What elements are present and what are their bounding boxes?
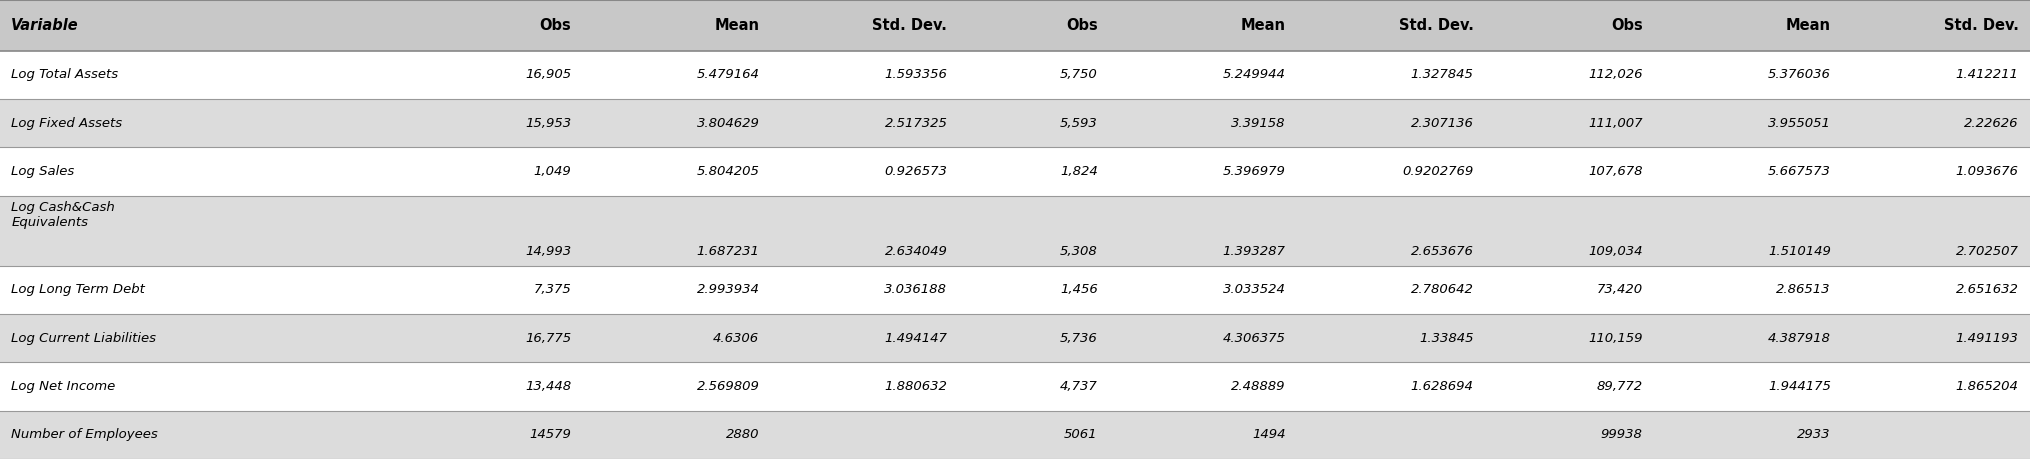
- Text: 2.780642: 2.780642: [1411, 283, 1474, 297]
- Text: 16,775: 16,775: [526, 332, 570, 345]
- Text: 5.396979: 5.396979: [1222, 165, 1285, 178]
- Text: 14,993: 14,993: [526, 246, 570, 258]
- Text: 15,953: 15,953: [526, 117, 570, 130]
- Text: 7,375: 7,375: [534, 283, 570, 297]
- Text: 0.9202769: 0.9202769: [1403, 165, 1474, 178]
- Text: Obs: Obs: [540, 18, 570, 33]
- Text: 1.327845: 1.327845: [1411, 68, 1474, 81]
- Text: 1494: 1494: [1253, 428, 1285, 442]
- Text: 1.944175: 1.944175: [1768, 380, 1831, 393]
- Text: Mean: Mean: [1786, 18, 1831, 33]
- Bar: [0, 266, 2030, 314]
- Text: 5,736: 5,736: [1060, 332, 1098, 345]
- Bar: [0, 314, 2030, 362]
- Text: 3.39158: 3.39158: [1230, 117, 1285, 130]
- Text: Log Total Assets: Log Total Assets: [12, 68, 118, 81]
- Text: 1.687231: 1.687231: [696, 246, 759, 258]
- Text: 73,420: 73,420: [1598, 283, 1642, 297]
- Text: 1.412211: 1.412211: [1955, 68, 2018, 81]
- Text: 2.651632: 2.651632: [1955, 283, 2018, 297]
- Text: 1,824: 1,824: [1060, 165, 1098, 178]
- Text: Variable: Variable: [12, 18, 79, 33]
- Text: 1.510149: 1.510149: [1768, 246, 1831, 258]
- Text: 4,737: 4,737: [1060, 380, 1098, 393]
- Text: 5,750: 5,750: [1060, 68, 1098, 81]
- Bar: [0, 147, 2030, 196]
- Text: 1.093676: 1.093676: [1955, 165, 2018, 178]
- Text: 2880: 2880: [727, 428, 759, 442]
- Text: 4.387918: 4.387918: [1768, 332, 1831, 345]
- Text: Log Long Term Debt: Log Long Term Debt: [12, 283, 146, 297]
- Text: Mean: Mean: [715, 18, 759, 33]
- Text: 3.033524: 3.033524: [1222, 283, 1285, 297]
- Text: 2.993934: 2.993934: [696, 283, 759, 297]
- Text: 111,007: 111,007: [1587, 117, 1642, 130]
- Text: 1.33845: 1.33845: [1419, 332, 1474, 345]
- Text: 13,448: 13,448: [526, 380, 570, 393]
- Text: 2.702507: 2.702507: [1955, 246, 2018, 258]
- Text: Number of Employees: Number of Employees: [12, 428, 158, 442]
- Text: 89,772: 89,772: [1598, 380, 1642, 393]
- Bar: [0, 196, 2030, 266]
- Text: Std. Dev.: Std. Dev.: [1399, 18, 1474, 33]
- Bar: [0, 99, 2030, 147]
- Text: 5,593: 5,593: [1060, 117, 1098, 130]
- Text: 2.86513: 2.86513: [1776, 283, 1831, 297]
- Text: 4.306375: 4.306375: [1222, 332, 1285, 345]
- Text: 5.479164: 5.479164: [696, 68, 759, 81]
- Text: 2.307136: 2.307136: [1411, 117, 1474, 130]
- Text: Log Current Liabilities: Log Current Liabilities: [12, 332, 156, 345]
- Text: 2.517325: 2.517325: [885, 117, 948, 130]
- Text: 2.634049: 2.634049: [885, 246, 948, 258]
- Text: 107,678: 107,678: [1587, 165, 1642, 178]
- Bar: [0, 362, 2030, 411]
- Text: 5.376036: 5.376036: [1768, 68, 1831, 81]
- Text: 1.393287: 1.393287: [1222, 246, 1285, 258]
- Text: Obs: Obs: [1612, 18, 1642, 33]
- Text: 1.628694: 1.628694: [1411, 380, 1474, 393]
- Text: Std. Dev.: Std. Dev.: [1945, 18, 2018, 33]
- Text: Log Net Income: Log Net Income: [12, 380, 116, 393]
- Text: 99938: 99938: [1602, 428, 1642, 442]
- Text: 5.804205: 5.804205: [696, 165, 759, 178]
- Text: 1,456: 1,456: [1060, 283, 1098, 297]
- Text: 14579: 14579: [530, 428, 570, 442]
- Text: 2.653676: 2.653676: [1411, 246, 1474, 258]
- Text: 4.6306: 4.6306: [713, 332, 759, 345]
- Text: 0.926573: 0.926573: [885, 165, 948, 178]
- Text: 1.491193: 1.491193: [1955, 332, 2018, 345]
- Bar: [0, 51, 2030, 99]
- Text: 2.48889: 2.48889: [1230, 380, 1285, 393]
- Text: 1.593356: 1.593356: [885, 68, 948, 81]
- Text: 112,026: 112,026: [1587, 68, 1642, 81]
- Text: 5.667573: 5.667573: [1768, 165, 1831, 178]
- Text: 2.569809: 2.569809: [696, 380, 759, 393]
- Text: Std. Dev.: Std. Dev.: [873, 18, 948, 33]
- Text: 5061: 5061: [1064, 428, 1098, 442]
- Bar: [0, 0, 2030, 51]
- Text: 3.804629: 3.804629: [696, 117, 759, 130]
- Text: 110,159: 110,159: [1587, 332, 1642, 345]
- Text: 1.880632: 1.880632: [885, 380, 948, 393]
- Text: 1,049: 1,049: [534, 165, 570, 178]
- Text: Log Sales: Log Sales: [12, 165, 75, 178]
- Text: Log Fixed Assets: Log Fixed Assets: [12, 117, 122, 130]
- Bar: [0, 411, 2030, 459]
- Text: Log Cash&Cash
Equivalents: Log Cash&Cash Equivalents: [12, 201, 116, 229]
- Text: 5,308: 5,308: [1060, 246, 1098, 258]
- Text: Obs: Obs: [1066, 18, 1098, 33]
- Text: 5.249944: 5.249944: [1222, 68, 1285, 81]
- Text: 1.494147: 1.494147: [885, 332, 948, 345]
- Text: 2.22626: 2.22626: [1965, 117, 2018, 130]
- Text: Mean: Mean: [1240, 18, 1285, 33]
- Text: 2933: 2933: [1797, 428, 1831, 442]
- Text: 3.955051: 3.955051: [1768, 117, 1831, 130]
- Text: 3.036188: 3.036188: [885, 283, 948, 297]
- Text: 109,034: 109,034: [1587, 246, 1642, 258]
- Text: 1.865204: 1.865204: [1955, 380, 2018, 393]
- Text: 16,905: 16,905: [526, 68, 570, 81]
